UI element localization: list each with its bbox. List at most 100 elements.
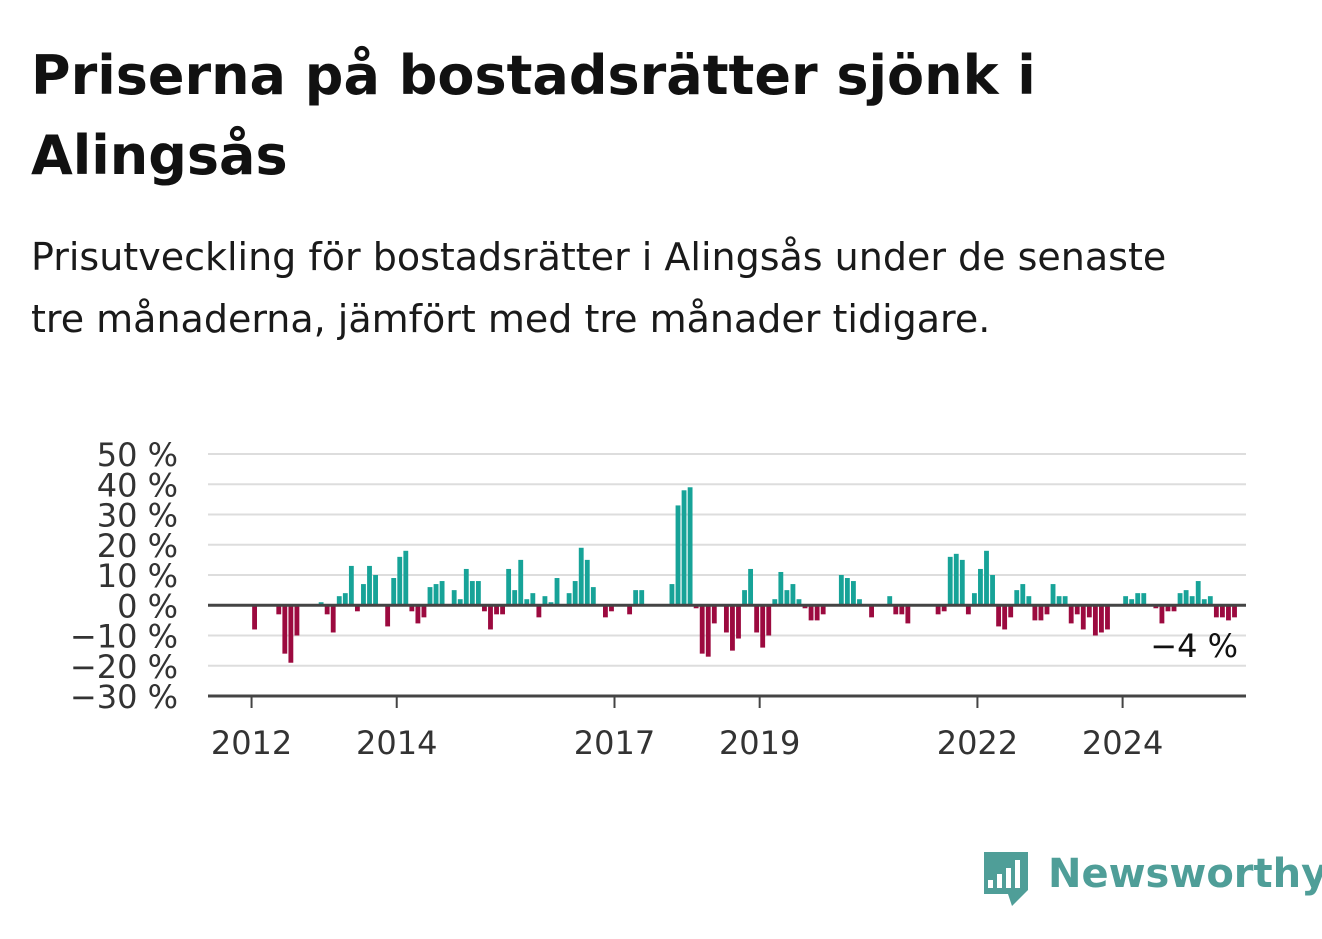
bar [1141,593,1147,606]
bar [838,575,844,606]
bar [361,584,366,606]
y-axis-labels: 50 %40 %30 %20 %10 %0 %−10 %−20 %−30 % [70,436,178,716]
bar [633,590,639,606]
bar [391,578,397,606]
bar [1008,605,1014,618]
bar [1099,605,1104,633]
bar [699,605,705,654]
bar [1165,605,1171,612]
bar [590,587,596,606]
x-axis-labels: 2012 2014 2017 2019 2022 2024 [211,724,1163,762]
bar [808,605,814,621]
bar [1159,605,1165,624]
x-tick-label: 2014 [356,724,437,762]
bar [475,581,481,606]
bar [1068,605,1074,624]
chart-title: Priserna på bostadsrätter sjönk i Alings… [31,44,1036,187]
y-tick-label: −10 % [70,618,178,656]
bar [705,605,711,657]
bar [851,581,856,606]
bar [857,599,862,606]
bar [748,568,754,606]
bar [766,605,772,636]
bar [409,605,415,612]
bar [935,605,941,615]
bar [354,605,360,612]
bar [542,596,548,606]
bar [324,605,330,615]
bar [730,605,735,651]
y-tick-label: 10 % [97,557,178,595]
bar [1207,596,1213,606]
bar [433,584,439,606]
bar [463,568,469,606]
bar [1074,605,1080,615]
y-tick-label: −20 % [70,648,178,686]
bar [488,605,493,630]
bar [609,605,614,612]
x-tick-label: 2019 [719,724,800,762]
x-tick-label: 2022 [937,724,1018,762]
bar [723,605,729,633]
bar [439,581,445,606]
bar [1177,593,1183,606]
bar [578,547,584,606]
bar [1123,596,1129,606]
bar [820,605,826,615]
bar [959,559,965,606]
y-tick-label: 30 % [97,497,178,535]
bar [844,578,850,606]
bar [754,605,760,633]
annotations: −4 % [1150,627,1238,665]
bar [603,605,608,618]
bar [397,556,403,606]
bar [1080,605,1086,630]
bar [971,593,977,606]
bar [693,605,699,609]
bar [373,575,378,606]
brand-name: Newsworthy [1048,851,1322,897]
bar [869,605,874,618]
bar [772,599,778,606]
bar [336,596,342,606]
bar [760,605,766,648]
bar [1153,605,1159,609]
bar [572,581,578,606]
bar [941,605,947,612]
bar [482,605,487,612]
bar [1226,605,1231,621]
bar [536,605,542,618]
bar [348,565,354,606]
bar [1050,584,1056,606]
bar [947,556,953,606]
bar [784,590,790,606]
bar [669,584,675,606]
bar [965,605,971,615]
bar [1044,605,1050,615]
bar [1105,605,1110,630]
bar [330,605,336,633]
y-tick-label: 0 % [117,587,178,625]
bar [905,605,911,624]
bar [990,575,995,606]
bar [554,578,560,606]
bar [548,602,554,606]
y-tick-label: 50 % [97,436,178,474]
bar [1020,584,1026,606]
bar [1135,593,1141,606]
axes [208,603,1246,708]
bar [1213,605,1219,618]
bar [506,568,512,606]
bar [342,593,348,606]
bar [494,605,499,615]
bar [814,605,820,621]
bar [742,590,747,606]
x-tick-label: 2017 [574,724,655,762]
bar [1062,596,1068,606]
bar-chart: 50 %40 %30 %20 %10 %0 %−10 %−20 %−30 % 2… [70,436,1246,762]
bar [778,571,784,606]
bar [953,553,959,606]
y-tick-label: −30 % [70,678,178,716]
bar [687,487,693,606]
bar [887,596,893,606]
